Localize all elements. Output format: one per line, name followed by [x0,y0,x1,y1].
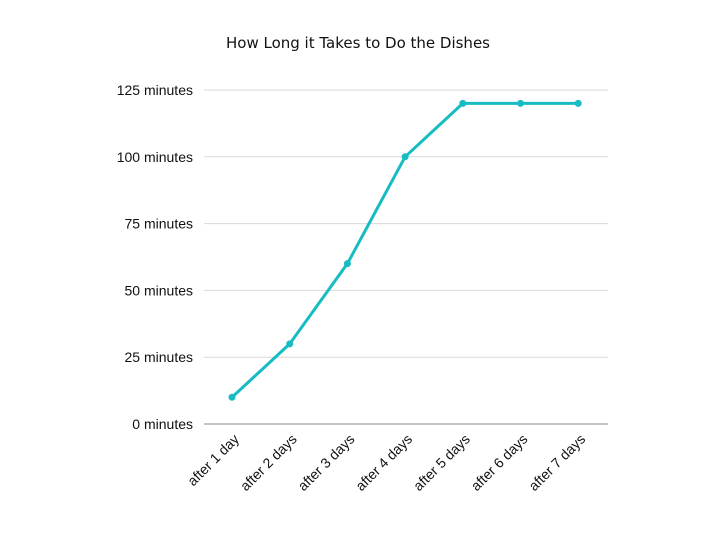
data-point [574,99,582,107]
y-tick-label: 75 minutes [125,216,193,232]
data-point [401,153,409,161]
data-point [228,393,236,401]
x-tick-label: after 1 day [184,431,242,489]
x-tick-label: after 2 days [237,431,300,494]
x-tick-label: after 6 days [468,431,531,494]
data-point [343,260,351,268]
x-tick-label: after 5 days [410,431,473,494]
data-point [459,99,467,107]
x-tick-label: after 4 days [352,431,415,494]
y-tick-label: 0 minutes [132,416,193,432]
y-tick-label: 25 minutes [125,349,193,365]
data-point [286,340,294,348]
x-tick-label: after 3 days [294,431,357,494]
y-tick-label: 100 minutes [117,149,193,165]
y-tick-label: 50 minutes [125,282,193,298]
x-tick-label: after 7 days [525,431,588,494]
y-tick-label: 125 minutes [117,82,193,98]
series-line [230,101,580,399]
data-point [517,99,524,107]
chart-title: How Long it Takes to Do the Dishes [225,34,490,52]
